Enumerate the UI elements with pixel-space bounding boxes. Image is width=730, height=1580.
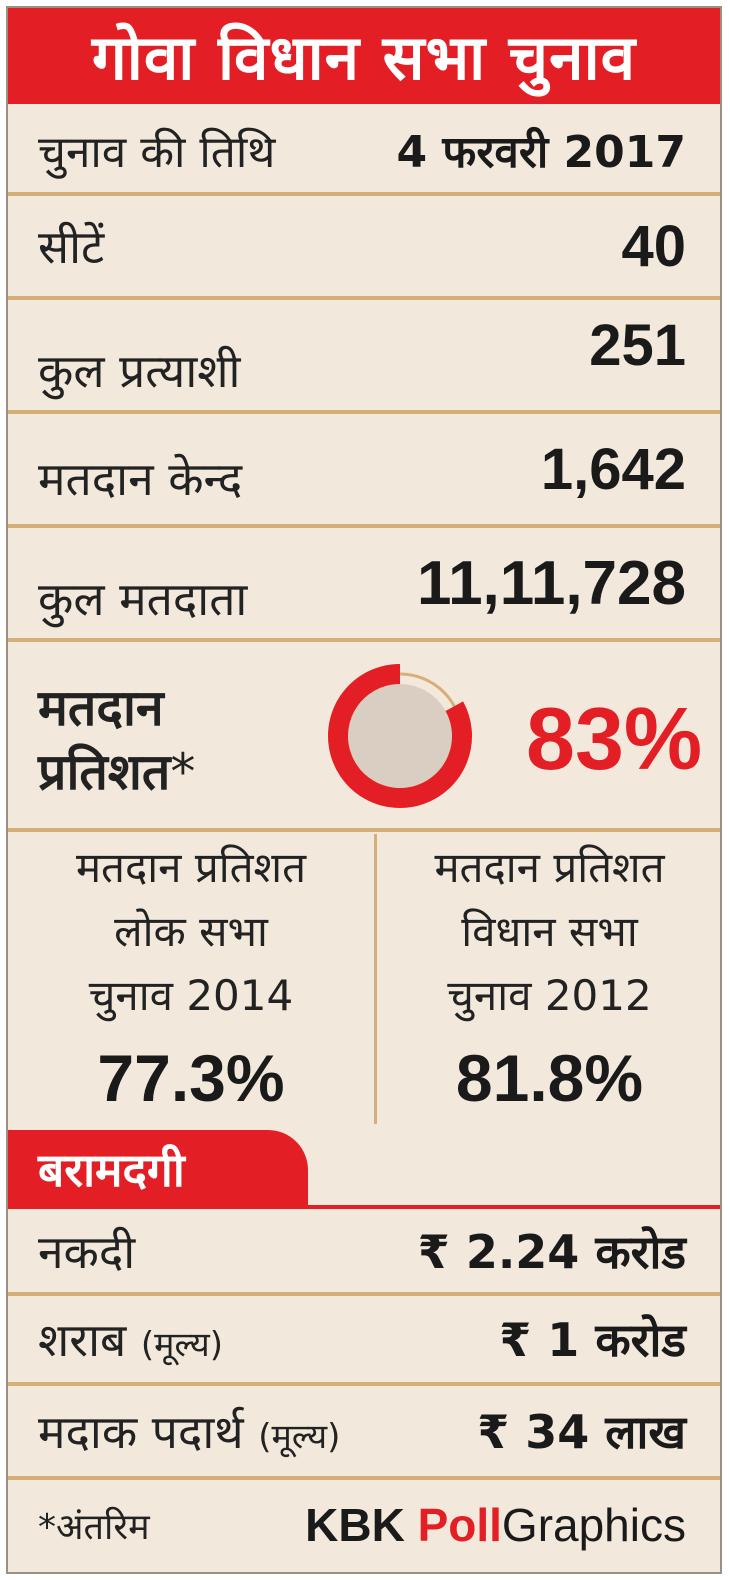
stat-label: कुल मतदाता (38, 572, 248, 626)
separator (8, 192, 720, 196)
recovery-row-liquor: शराब (मूल्य) ₹ 1 करोड (8, 1296, 720, 1382)
turnout-label: मतदान प्रतिशत* (38, 676, 195, 804)
stat-row-seats: सीटें 40 (8, 196, 720, 296)
comparison-lok-sabha: मतदान प्रतिशत लोक सभा चुनाव 2014 77.3% (8, 836, 374, 1126)
recovery-heading: बरामदगी (38, 1143, 185, 1197)
separator (8, 296, 720, 300)
brand-kbk: KBK (305, 1499, 405, 1551)
stat-value: 11,11,728 (417, 548, 686, 618)
stat-row-polling-stations: मतदान केन्द 1,642 (8, 414, 720, 524)
infographic-card: गोवा विधान सभा चुनाव चुनाव की तिथि 4 फरव… (6, 6, 722, 1574)
recovery-value: ₹ 2.24 करोड (417, 1225, 686, 1279)
recovery-heading-tab: बरामदगी (8, 1130, 308, 1208)
stat-row-voters: कुल मतदाता 11,11,728 (8, 528, 720, 638)
separator (8, 638, 720, 642)
comparison-line3: चुनाव 2014 (88, 971, 294, 1020)
comparison-line2: विधान सभा (461, 907, 638, 956)
comparison-vidhan-sabha: मतदान प्रतिशत विधान सभा चुनाव 2012 81.8% (377, 836, 722, 1126)
turnout-label-line1: मतदान (38, 679, 164, 737)
stat-label: सीटें (38, 220, 105, 274)
donut-center (348, 684, 452, 788)
recovery-label: नकदी (38, 1225, 136, 1279)
asterisk: * (170, 743, 196, 801)
stat-value: 40 (621, 213, 686, 279)
comparison-line3: चुनाव 2012 (447, 971, 652, 1020)
comparison-line2: लोक सभा (114, 907, 268, 956)
turnout-value: 83% (526, 689, 703, 788)
comparison-value: 77.3% (97, 1041, 285, 1115)
recovery-value: ₹ 1 करोड (499, 1313, 686, 1367)
recovery-value: ₹ 34 लाख (477, 1405, 686, 1459)
recovery-row-cash: नकदी ₹ 2.24 करोड (8, 1210, 720, 1292)
stat-row-candidates: कुल प्रत्याशी 251 (8, 300, 720, 410)
recovery-underline (8, 1205, 720, 1209)
stat-value: 1,642 (540, 436, 686, 502)
separator (8, 1382, 720, 1386)
brand-logo: KBK PollGraphics (305, 1498, 686, 1552)
brand-graphics: Graphics (501, 1499, 686, 1551)
stat-value: 251 (589, 312, 686, 378)
recovery-label: शराब (मूल्य) (38, 1313, 224, 1367)
stat-label: कुल प्रत्याशी (38, 344, 241, 398)
column-divider (374, 834, 377, 1124)
separator (8, 524, 720, 528)
separator (8, 410, 720, 414)
turnout-label-line2: प्रतिशत (38, 743, 171, 801)
recovery-label: मदाक पदार्थ (मूल्य) (38, 1405, 341, 1459)
comparison-line1: मतदान प्रतिशत (434, 843, 665, 892)
date-value: 4 फरवरी 2017 (396, 127, 687, 178)
date-row: चुनाव की तिथि 4 फरवरी 2017 (8, 106, 720, 194)
brand-poll: Poll (417, 1499, 502, 1551)
separator (8, 1476, 720, 1480)
separator (8, 828, 720, 832)
separator (8, 1292, 720, 1296)
footer: *अंतरिम KBK PollGraphics (8, 1480, 720, 1570)
title-bar: गोवा विधान सभा चुनाव (8, 8, 720, 104)
turnout-donut (328, 664, 472, 808)
recovery-row-drugs: मदाक पदार्थ (मूल्य) ₹ 34 लाख (8, 1386, 720, 1476)
comparison-value: 81.8% (455, 1041, 644, 1115)
comparison-line1: मतदान प्रतिशत (75, 843, 307, 892)
page-title: गोवा विधान सभा चुनाव (91, 21, 637, 94)
date-label: चुनाव की तिथि (38, 127, 276, 178)
stat-label: मतदान केन्द (38, 452, 243, 506)
footnote: *अंतरिम (38, 1506, 150, 1548)
donut-arc (328, 664, 472, 808)
